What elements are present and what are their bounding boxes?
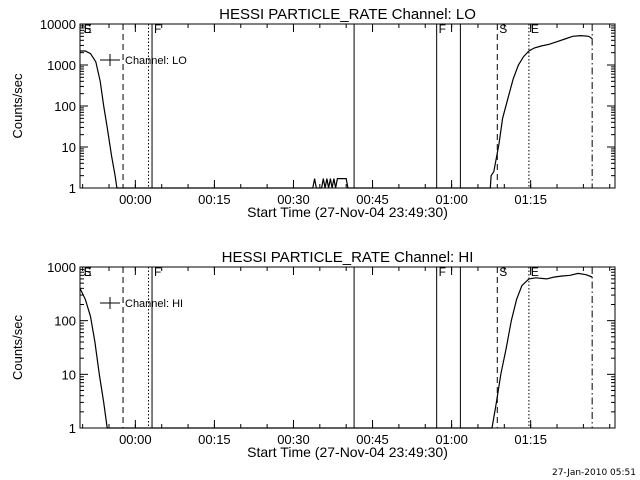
y-tick-label: 10000 bbox=[40, 17, 76, 32]
x-tick-label: 01:15 bbox=[514, 432, 547, 447]
legend-channel-hi: Channel: HI bbox=[125, 298, 183, 310]
event-flag-s: S bbox=[499, 265, 507, 279]
y-tick-label: 1000 bbox=[47, 58, 76, 73]
event-flag-e: E bbox=[84, 265, 92, 279]
x-tick-label: 01:00 bbox=[435, 432, 468, 447]
x-tick-label: 00:00 bbox=[119, 432, 152, 447]
y-axis-label: Counts/sec bbox=[10, 314, 25, 380]
event-flag-f: F bbox=[154, 22, 161, 36]
x-tick-label: 00:30 bbox=[277, 192, 310, 207]
x-tick-label: 00:30 bbox=[277, 432, 310, 447]
legend-channel-lo: Channel: LO bbox=[125, 55, 187, 67]
y-tick-label: 1000 bbox=[47, 260, 76, 275]
x-tick-label: 00:15 bbox=[198, 432, 231, 447]
series-line bbox=[80, 34, 593, 189]
y-tick-label: 10 bbox=[62, 367, 76, 382]
event-flag-s: S bbox=[499, 22, 507, 36]
event-flag-s: S bbox=[83, 22, 91, 36]
x-tick-label: 00:45 bbox=[356, 432, 389, 447]
y-tick-label: 1 bbox=[69, 421, 76, 436]
event-flag-f: F bbox=[439, 22, 446, 36]
plot-frame bbox=[79, 266, 616, 429]
y-tick-label: 10 bbox=[62, 140, 76, 155]
x-axis-label: Start Time (27-Nov-04 23:49:30) bbox=[247, 204, 448, 220]
event-flag-e: E bbox=[531, 265, 539, 279]
y-tick-label: 100 bbox=[54, 314, 76, 329]
chart-title: HESSI PARTICLE_RATE Channel: LO bbox=[219, 6, 476, 23]
event-flag-e: E bbox=[531, 22, 539, 36]
x-axis-label: Start Time (27-Nov-04 23:49:30) bbox=[247, 444, 448, 460]
panel-1: HESSI PARTICLE_RATE Channel: LO 1 10 100 100… bbox=[10, 6, 616, 220]
y-tick-label: 100 bbox=[54, 99, 76, 114]
series-line bbox=[79, 272, 593, 429]
event-flag-s: S bbox=[83, 265, 91, 279]
x-tick-label: 01:00 bbox=[435, 192, 468, 207]
y-tick-label: 1 bbox=[69, 181, 76, 196]
panel-2: HESSI PARTICLE_RATE Channel: HI 1 10 100 100… bbox=[10, 249, 616, 460]
chart-title: HESSI PARTICLE_RATE Channel: HI bbox=[222, 249, 474, 266]
plot-frame bbox=[79, 23, 616, 189]
event-flag-f: F bbox=[439, 265, 446, 279]
x-tick-label: 00:45 bbox=[356, 192, 389, 207]
event-flag-e: E bbox=[84, 22, 92, 36]
x-tick-label: 00:00 bbox=[119, 192, 152, 207]
x-tick-label: 01:15 bbox=[514, 192, 547, 207]
event-flag-f: F bbox=[154, 265, 161, 279]
y-axis-label: Counts/sec bbox=[10, 73, 25, 139]
footer-timestamp: 27-Jan-2010 05:51 bbox=[551, 468, 636, 478]
x-tick-label: 00:15 bbox=[198, 192, 231, 207]
